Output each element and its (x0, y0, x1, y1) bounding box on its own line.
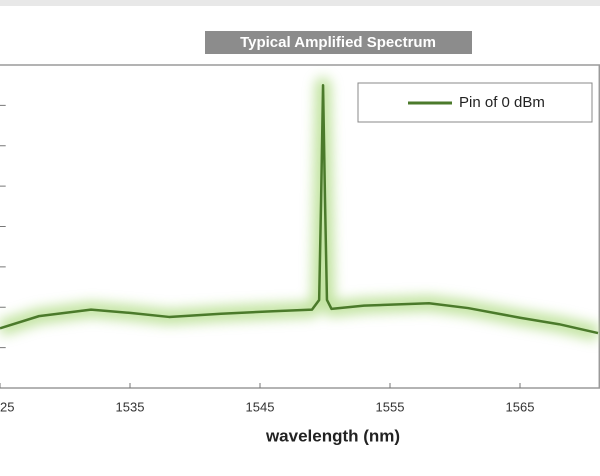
top-strip (0, 0, 600, 6)
x-tick-label: 1525 (0, 399, 14, 414)
line (0, 83, 599, 335)
x-tick-label: 1535 (116, 399, 145, 414)
x-axis-label: wavelength (nm) (265, 426, 400, 445)
legend-label: Pin of 0 dBm (459, 94, 545, 111)
title-box (205, 31, 472, 54)
x-tick-label: 1565 (506, 399, 535, 414)
legend-box (357, 82, 593, 123)
chart-title: Typical Amplified Spectrum (240, 34, 436, 51)
x-tick-label: 1555 (376, 399, 405, 414)
plot-frame (0, 64, 600, 389)
x-tick-label: 1545 (246, 399, 275, 414)
